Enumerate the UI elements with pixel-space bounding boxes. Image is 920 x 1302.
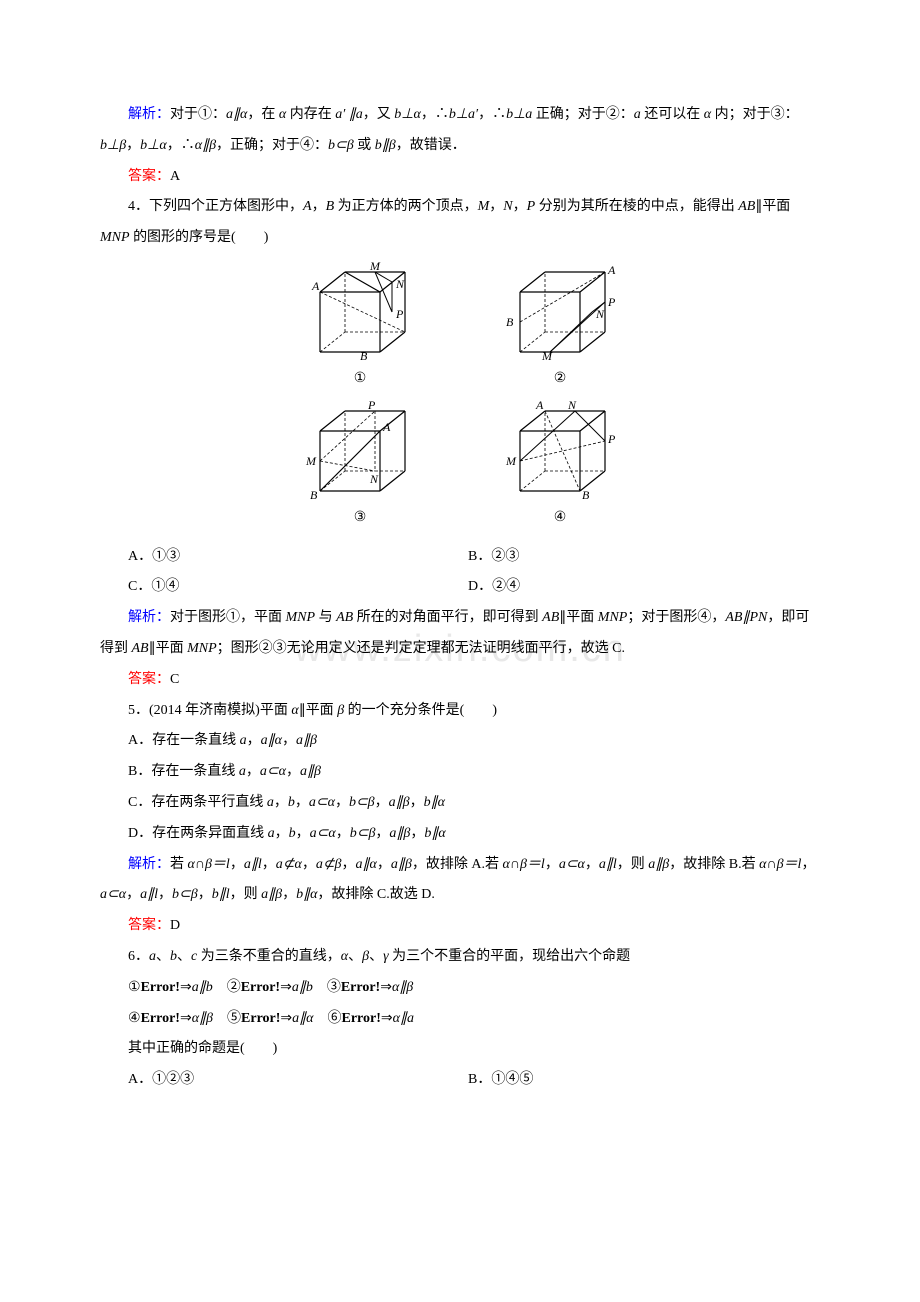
q4-options-row-2: C．①④ D．②④ [100,572,820,603]
svg-text:A: A [382,420,391,434]
analysis-label: 解析： [128,857,170,872]
question-5: 5．(2014 年济南模拟)平面 α∥平面 β 的一个充分条件是( ) [100,696,820,727]
svg-text:A: A [311,279,320,293]
answer-q4: 答案：C [100,665,820,696]
figure-3: A M N P B ③ [300,401,420,534]
answer-q3: 答案：A [100,162,820,193]
svg-text:M: M [541,349,553,362]
q4-option-c: C．①④ [100,572,440,603]
svg-text:P: P [367,401,376,412]
svg-text:M: M [369,262,381,273]
figure-1: A M N P B ① [300,262,420,395]
figure-row-2: A M N P B ③ [100,401,820,534]
svg-text:B: B [360,349,368,362]
q5-option-a: A．存在一条直线 a，a∥α，a∥β [100,726,820,757]
answer-label: 答案： [128,169,170,184]
svg-text:N: N [369,472,379,486]
analysis-label: 解析： [128,610,170,625]
analysis-q3: 解析：对于①：a∥α，在 α 内存在 a′ ∥a，又 b⊥α，∴b⊥a′，∴b⊥… [100,100,820,162]
cube-3-svg: A M N P B [300,401,420,501]
analysis-label: 解析： [128,107,170,122]
q4-option-d: D．②④ [440,572,820,603]
q6-ask: 其中正确的命题是( ) [100,1034,820,1065]
figure-2: A M N P B ② [500,262,620,395]
svg-text:N: N [395,277,405,291]
svg-text:A: A [535,401,544,412]
svg-text:M: M [505,454,517,468]
figure-row-1: A M N P B ① [100,262,820,395]
svg-text:B: B [310,488,318,501]
svg-text:M: M [305,454,317,468]
svg-text:P: P [607,432,616,446]
q5-option-b: B．存在一条直线 a，a⊂α，a∥β [100,757,820,788]
svg-text:N: N [595,307,605,321]
q5-option-c: C．存在两条平行直线 a，b，a⊂α，b⊂β，a∥β，b∥α [100,788,820,819]
figure-4: A M N P B ④ [500,401,620,534]
answer-q5: 答案：D [100,911,820,942]
q6-option-a: A．①②③ [100,1065,440,1096]
analysis-q5: 解析：若 α∩β＝l，a∥l，a⊄α，a⊄β，a∥α，a∥β，故排除 A.若 α… [100,850,820,912]
svg-text:B: B [506,315,514,329]
analysis-q4: 解析：对于图形①，平面 MNP 与 AB 所在的对角面平行，即可得到 AB∥平面… [100,603,820,665]
figures-container: A M N P B ① [100,262,820,534]
q6-items-line1: ①Error!⇒a∥b ②Error!⇒a∥b ③Error!⇒α∥β [100,973,820,1004]
cube-2-svg: A M N P B [500,262,620,362]
answer-label: 答案： [128,918,170,933]
svg-text:N: N [567,401,577,412]
q6-items-line2: ④Error!⇒α∥β ⑤Error!⇒a∥α ⑥Error!⇒α∥a [100,1004,820,1035]
q4-options-row-1: A．①③ B．②③ [100,542,820,573]
svg-text:A: A [607,263,616,277]
question-6: 6．a、b、c 为三条不重合的直线，α、β、γ 为三个不重合的平面，现给出六个命… [100,942,820,973]
question-4: 4．下列四个正方体图形中，A，B 为正方体的两个顶点，M，N，P 分别为其所在棱… [100,192,820,254]
q6-options-row-1: A．①②③ B．①④⑤ [100,1065,820,1096]
figure-label-1: ① [354,364,367,395]
figure-label-4: ④ [554,503,567,534]
q5-option-d: D．存在两条异面直线 a，b，a⊂α，b⊂β，a∥β，b∥α [100,819,820,850]
q4-option-b: B．②③ [440,542,820,573]
svg-text:B: B [582,488,590,501]
cube-4-svg: A M N P B [500,401,620,501]
q4-option-a: A．①③ [100,542,440,573]
answer-label: 答案： [128,672,170,687]
figure-label-3: ③ [354,503,367,534]
cube-1-svg: A M N P B [300,262,420,362]
svg-text:P: P [395,307,404,321]
figure-label-2: ② [554,364,567,395]
q6-option-b: B．①④⑤ [440,1065,820,1096]
svg-text:P: P [607,295,616,309]
